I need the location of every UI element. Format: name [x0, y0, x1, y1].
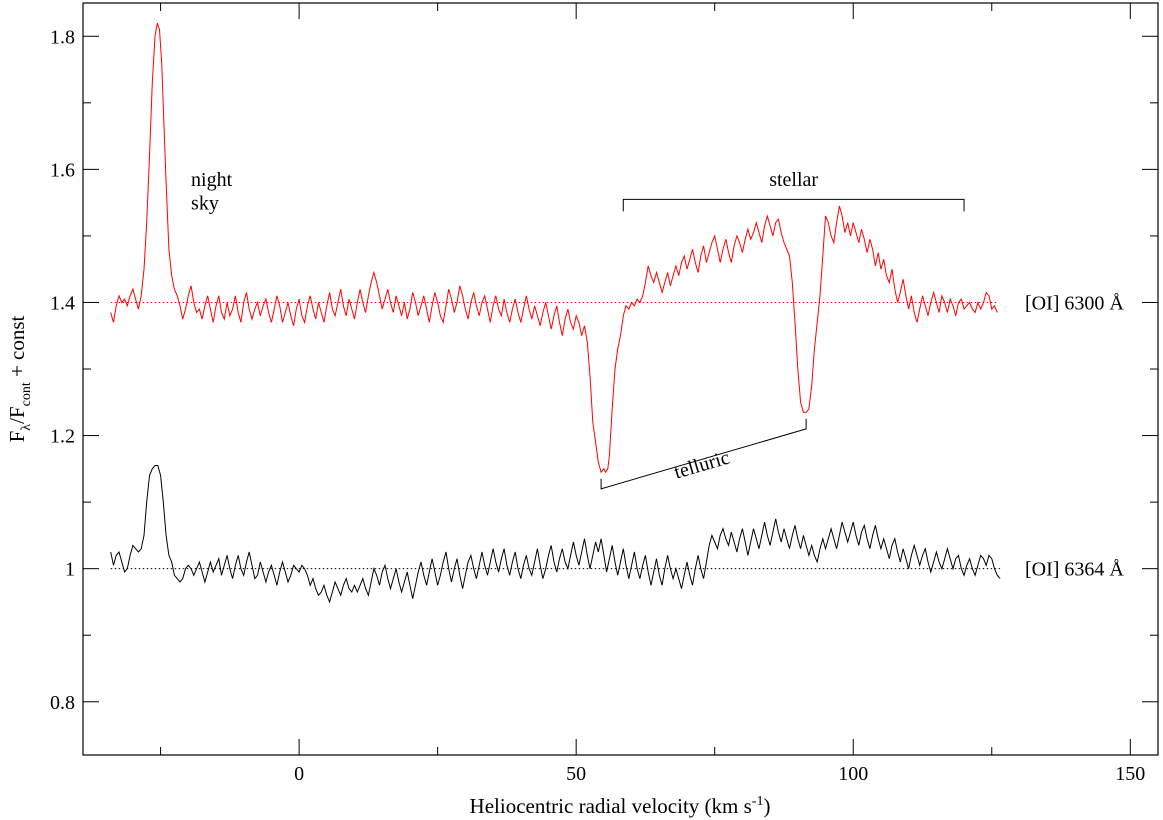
spectrum-series [110, 22, 1001, 604]
y-tick-label: 1.8 [50, 26, 75, 48]
telluric-bracket [600, 418, 807, 490]
x-tick-label: 100 [838, 763, 868, 785]
series-label-6364: [OI] 6364 Å [1025, 559, 1124, 581]
y-axis-title-const: + const [5, 315, 29, 382]
x-tick-label: 50 [566, 763, 586, 785]
night-sky-label-line2: sky [191, 192, 219, 214]
spectrum-line-1 [110, 465, 1001, 604]
stellar-bracket [622, 198, 965, 212]
x-axis-title-superscript: -1 [752, 794, 764, 809]
x-tick-label: 150 [1115, 763, 1145, 785]
annotations: night sky stellar telluric [191, 169, 965, 490]
x-axis-title-close: ) [763, 794, 770, 818]
axis-ticks [83, 3, 1158, 755]
y-axis-title-cont: cont [19, 382, 34, 406]
y-tick-label: 1.4 [50, 292, 75, 314]
night-sky-label-line1: night [191, 169, 233, 191]
y-axis-title-f: F [5, 431, 29, 443]
y-tick-label: 1 [65, 559, 75, 581]
series-labels: [OI] 6300 Å [OI] 6364 Å [1025, 292, 1124, 580]
stellar-label: stellar [769, 169, 818, 191]
continuum-lines [110, 301, 1001, 570]
x-tick-label: 0 [294, 763, 304, 785]
series-label-6300: [OI] 6300 Å [1025, 292, 1124, 314]
spectrum-line-0 [110, 22, 998, 474]
x-axis-title-main: Heliocentric radial velocity (km s [470, 794, 752, 818]
y-axis-title-lambda: λ [19, 424, 34, 431]
y-axis-title: Fλ/Fcont + const [5, 315, 34, 442]
y-tick-label: 0.8 [50, 692, 75, 714]
x-axis-title: Heliocentric radial velocity (km s-1) [470, 794, 771, 818]
y-tick-label: 1.6 [50, 159, 75, 181]
plot-frame [82, 2, 1159, 756]
y-axis-title-slash: /F [5, 406, 29, 424]
x-tick-labels: 0 50 100 150 [294, 763, 1145, 785]
y-tick-labels: 0.8 1 1.2 1.4 1.6 1.8 [50, 26, 75, 713]
telluric-label: telluric [672, 447, 733, 484]
y-tick-label: 1.2 [50, 426, 75, 448]
